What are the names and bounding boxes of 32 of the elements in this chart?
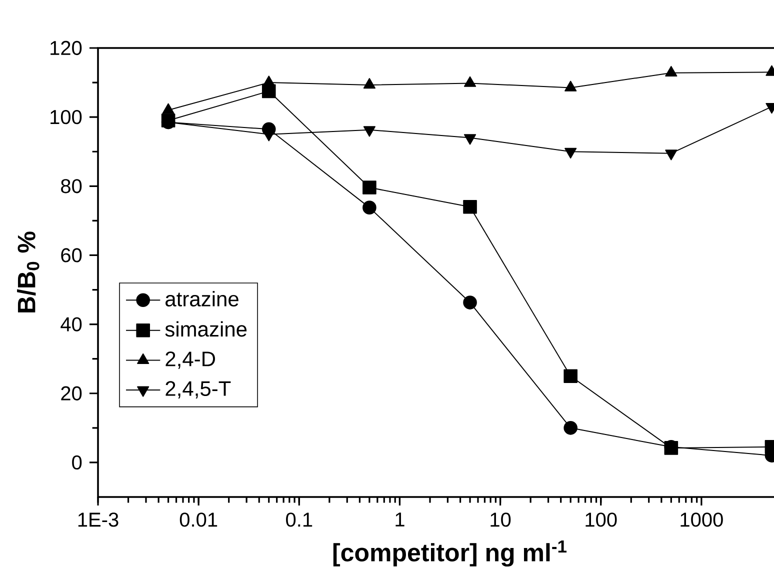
point	[362, 200, 376, 214]
legend-label: 2,4-D	[166, 351, 215, 369]
legend-label: atrazine	[166, 291, 238, 306]
point	[564, 369, 578, 384]
y-tick-label: 60	[61, 248, 82, 262]
legend-label: 2,4,5-T	[166, 381, 231, 398]
x-tick-label: 10	[490, 512, 511, 527]
y-tick-label: 100	[50, 110, 82, 124]
point	[262, 84, 276, 98]
y-axis-title: B/B$_{0}$ %	[17, 232, 40, 312]
x-axis-title: [competitor] ng ml$^{-1}$	[333, 540, 567, 567]
point	[463, 296, 477, 310]
y-tick-label: 40	[60, 317, 82, 332]
y-tick-label: 0	[72, 455, 82, 470]
point	[463, 200, 477, 214]
y-tick-label: 20	[61, 386, 82, 400]
x-tick-label: 1	[396, 512, 404, 526]
x-tick-label: 1E-3	[78, 512, 118, 527]
legend-label: simazine	[165, 321, 247, 337]
x-tick-label: 1000	[680, 512, 723, 527]
point	[162, 103, 174, 114]
point	[464, 76, 476, 87]
x-tick-label: 100	[586, 512, 617, 527]
point	[665, 66, 678, 77]
point	[564, 421, 578, 435]
point	[564, 80, 577, 92]
y-tick-label: 120	[50, 40, 82, 56]
y-tick-label: 80	[61, 179, 82, 194]
x-tick-label: 0.1	[286, 512, 312, 527]
point	[363, 78, 376, 89]
x-tick-label: 0.01	[180, 512, 218, 527]
point	[362, 180, 376, 194]
